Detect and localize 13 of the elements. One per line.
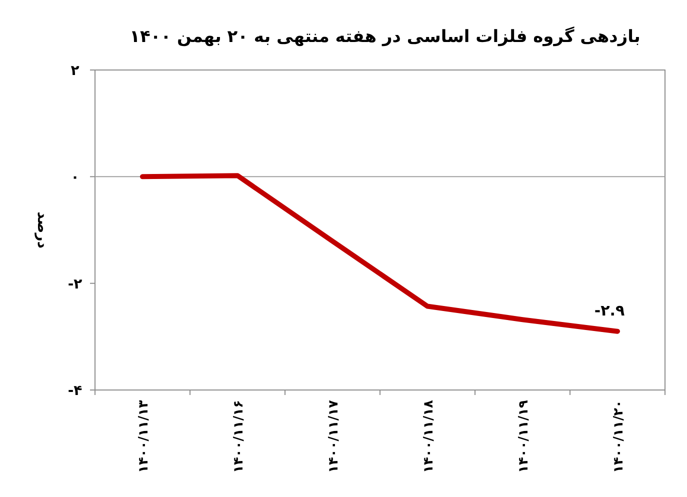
chart-title: بازدهی گروه فلزات اساسی در هفته منتهی به ۲۰ بهمن ۱۴۰۰ [130,26,640,47]
data-label: -۲.۹ [594,301,625,320]
x-tick-label: ۱۴۰۰/۱۱/۲۰ [612,400,626,473]
y-tick-label: ۰ [70,170,80,186]
x-tick-label: ۱۴۰۰/۱۱/۱۷ [326,400,342,473]
x-tick-label: ۱۴۰۰/۱۱/۱۹ [516,400,532,473]
y-tick-label: -۴ [68,383,83,399]
x-tick-label: ۱۴۰۰/۱۱/۱۶ [232,400,246,473]
y-tick-label: ۲ [70,63,80,79]
y-tick-label: -۲ [68,276,83,292]
x-tick-label: ۱۴۰۰/۱۱/۱۳ [136,400,152,473]
x-tick-label: ۱۴۰۰/۱۱/۱۸ [422,400,436,473]
y-axis-title: درصد [34,212,50,248]
